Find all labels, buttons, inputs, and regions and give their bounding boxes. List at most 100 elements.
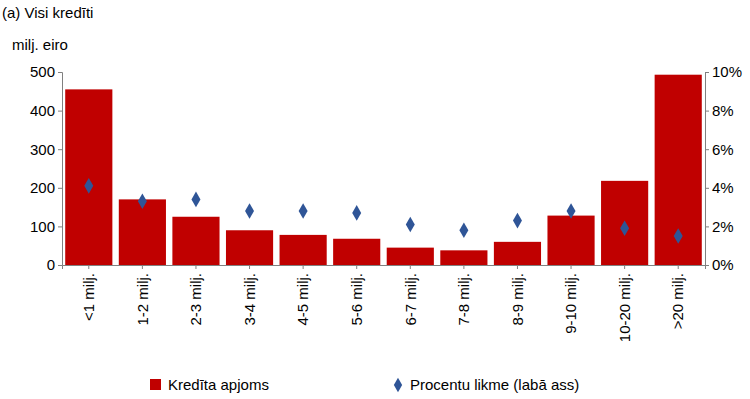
tick: <1 milj. [80, 265, 97, 321]
tick-mark [303, 265, 304, 269]
tick-label: 5-6 milj. [348, 273, 365, 326]
tick: 400 [30, 102, 62, 119]
tick: 200 [30, 179, 62, 196]
point [84, 178, 93, 194]
tick: 100 [30, 218, 62, 235]
point [138, 194, 147, 210]
tick-mark [463, 265, 464, 269]
tick: 300 [30, 141, 62, 158]
tick-label: 400 [30, 102, 55, 119]
tick-mark [410, 265, 411, 269]
marks [65, 75, 702, 265]
tick-mark [356, 265, 357, 269]
tick-label: 500 [30, 63, 55, 80]
bar [172, 217, 219, 265]
x-axis: <1 milj. 1-2 milj. 2-3 milj. 3-4 milj. 4-5 m… [63, 265, 706, 342]
bar [601, 181, 648, 265]
bar [226, 230, 273, 265]
plot: 0 100 200 300 400 500 0% 2% 4% 6% 8% 10% <1 milj. 1-2… [30, 63, 742, 342]
tick: 8% [705, 102, 734, 119]
tick: 4% [705, 179, 734, 196]
legend-item: Procentu likme (labā ass) [394, 376, 579, 393]
tick: 7-8 milj. [455, 265, 472, 326]
tick-mark [195, 265, 196, 269]
tick-mark [705, 72, 709, 73]
tick-label: 200 [30, 179, 55, 196]
bar [65, 89, 112, 265]
y-axis-label: milj. eiro [12, 36, 68, 53]
point [191, 192, 200, 208]
legend-swatch [394, 378, 402, 392]
tick-label: 8% [712, 102, 734, 119]
tick: >20 milj. [669, 265, 686, 329]
tick-label: 10% [712, 63, 742, 80]
tick: 10-20 milj. [616, 265, 633, 342]
tick-label: 2% [712, 218, 734, 235]
bar [494, 242, 541, 265]
tick-label: 3-4 milj. [241, 273, 258, 326]
tick-mark [58, 111, 62, 112]
legend-label: Kredīta apjoms [168, 376, 269, 393]
tick-label: 8-9 milj. [509, 273, 526, 326]
tick-label: >20 milj. [669, 273, 686, 329]
bar [280, 235, 327, 265]
bar [440, 250, 487, 265]
axis-line [58, 73, 63, 266]
tick-label: 9-10 milj. [562, 273, 579, 334]
tick-mark [705, 226, 709, 227]
legend-label: Procentu likme (labā ass) [410, 376, 579, 393]
tick: 0% [705, 256, 734, 273]
tick-label: 6% [712, 141, 734, 158]
legend-item: Kredīta apjoms [150, 376, 269, 393]
tick-label: 4% [712, 179, 734, 196]
bar [547, 216, 594, 265]
tick: 6-7 milj. [402, 265, 419, 326]
tick-label: 6-7 milj. [402, 273, 419, 326]
tick: 2-3 milj. [187, 265, 204, 326]
tick-mark [249, 265, 250, 269]
point [406, 217, 415, 233]
tick-mark [58, 188, 62, 189]
point [299, 203, 308, 219]
tick-mark [571, 265, 572, 269]
tick-mark [58, 265, 62, 266]
tick-mark [517, 265, 518, 269]
tick: 500 [30, 63, 62, 80]
y2-axis: 0% 2% 4% 6% 8% 10% [705, 63, 742, 273]
tick: 6% [705, 141, 734, 158]
tick: 1-2 milj. [134, 265, 151, 326]
bar [333, 239, 380, 265]
tick: 5-6 milj. [348, 265, 365, 326]
axis-line [706, 73, 710, 266]
tick-mark [58, 72, 62, 73]
tick-mark [705, 111, 709, 112]
tick-label: 7-8 milj. [455, 273, 472, 326]
tick-mark [705, 149, 709, 150]
tick-mark [678, 265, 679, 269]
legend-swatch [150, 379, 161, 390]
tick-mark [58, 149, 62, 150]
tick-label: 0% [712, 256, 734, 273]
tick: 2% [705, 218, 734, 235]
chart: (a) Visi kredīti milj. eiro 0 100 200 300 400 5… [0, 0, 750, 399]
tick: 4-5 milj. [294, 265, 311, 326]
point [620, 221, 629, 237]
point [513, 213, 522, 229]
tick-mark [624, 265, 625, 269]
bar [655, 75, 702, 265]
point [245, 203, 254, 219]
chart-title: (a) Visi kredīti [2, 4, 93, 21]
legend: Kredīta apjoms Procentu likme (labā ass) [150, 376, 579, 393]
bar [119, 199, 166, 265]
tick: 3-4 milj. [241, 265, 258, 326]
tick-mark [58, 226, 62, 227]
tick-label: 4-5 milj. [294, 273, 311, 326]
tick-mark [88, 265, 89, 269]
tick-label: 300 [30, 141, 55, 158]
tick-label: 10-20 milj. [616, 273, 633, 342]
tick-label: 0 [47, 256, 55, 273]
tick: 10% [705, 63, 742, 80]
tick: 0 [47, 256, 62, 273]
point [567, 203, 576, 219]
bar [387, 248, 434, 265]
